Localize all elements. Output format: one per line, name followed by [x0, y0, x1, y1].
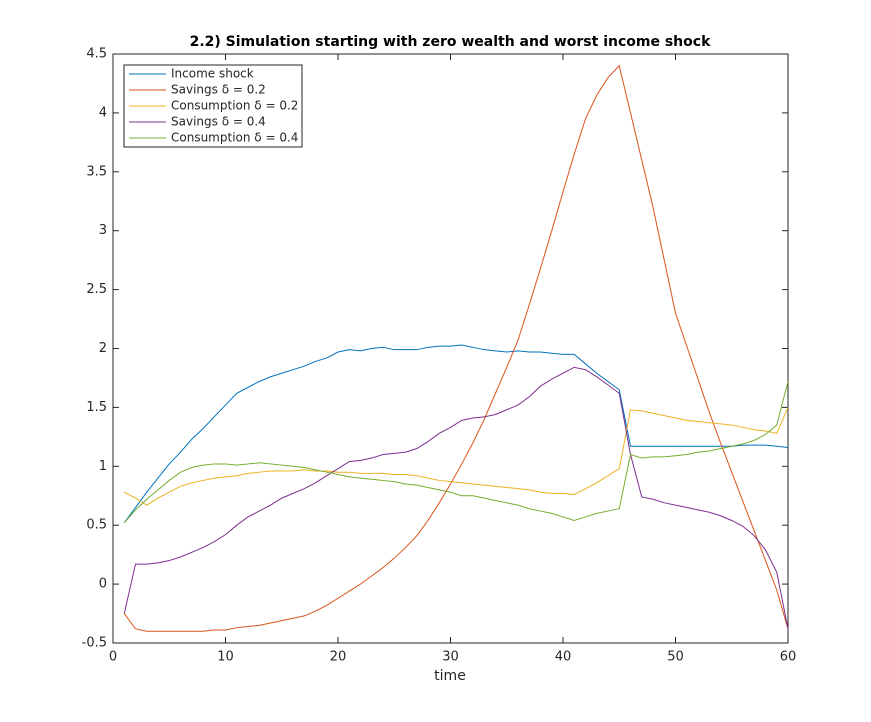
- axes-box: [112, 53, 789, 644]
- y-tick-label: 4: [99, 105, 107, 120]
- y-tick-label: 0.5: [86, 518, 107, 533]
- x-tick-label: 60: [780, 650, 797, 665]
- x-tick-label: 30: [442, 650, 459, 665]
- y-tick-label: 1.5: [86, 400, 107, 415]
- series-line: [124, 407, 789, 506]
- legend-label: Savings δ = 0.2: [171, 83, 266, 97]
- y-tick-label: 2.5: [86, 282, 107, 297]
- y-tick-label: 0: [99, 577, 107, 592]
- legend-label: Income shock: [171, 67, 254, 81]
- x-tick-label: 10: [217, 650, 234, 665]
- legend-label: Consumption δ = 0.4: [171, 131, 298, 145]
- x-tick-label: 40: [555, 650, 572, 665]
- y-tick-label: 1: [99, 459, 107, 474]
- x-tick-label: 20: [330, 650, 347, 665]
- y-tick-label: 3.5: [86, 164, 107, 179]
- legend-label: Consumption δ = 0.2: [171, 99, 298, 113]
- y-tick-label: 3: [99, 223, 107, 238]
- y-tick-label: 4.5: [86, 47, 107, 62]
- x-tick-label: 0: [109, 650, 117, 665]
- chart-title: 2.2) Simulation starting with zero wealt…: [190, 34, 711, 50]
- series-line: [123, 381, 789, 524]
- series-line: [123, 344, 789, 524]
- legend-label: Savings δ = 0.4: [171, 115, 266, 129]
- y-tick-label: -0.5: [82, 636, 107, 651]
- x-tick-label: 50: [667, 650, 684, 665]
- y-tick-label: 2: [99, 341, 107, 356]
- x-axis-label: time: [434, 668, 466, 684]
- series-line: [123, 64, 789, 632]
- series-line: [123, 366, 789, 629]
